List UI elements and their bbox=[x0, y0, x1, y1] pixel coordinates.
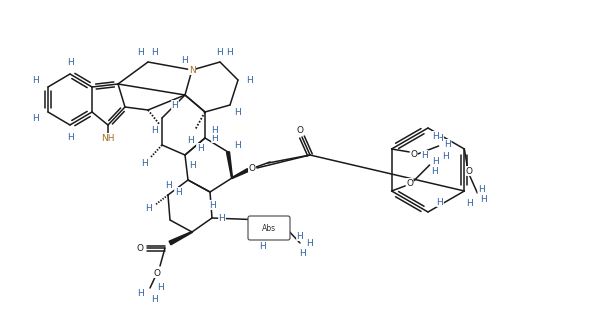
Text: H: H bbox=[197, 143, 204, 152]
Text: H: H bbox=[260, 242, 266, 251]
Text: H: H bbox=[152, 126, 159, 134]
Text: H: H bbox=[431, 166, 438, 175]
Text: H: H bbox=[216, 47, 223, 57]
Text: H: H bbox=[186, 136, 193, 144]
Text: H: H bbox=[66, 57, 73, 67]
Text: H: H bbox=[189, 161, 196, 170]
Polygon shape bbox=[226, 152, 232, 178]
Text: H: H bbox=[296, 232, 303, 241]
Text: H: H bbox=[66, 132, 73, 141]
Polygon shape bbox=[232, 169, 248, 178]
FancyBboxPatch shape bbox=[248, 216, 290, 240]
Text: H: H bbox=[212, 126, 218, 134]
Text: O: O bbox=[406, 179, 413, 187]
Text: H: H bbox=[152, 296, 159, 305]
Text: H: H bbox=[466, 199, 473, 207]
Text: H: H bbox=[181, 56, 188, 65]
Text: H: H bbox=[172, 100, 178, 109]
Text: H: H bbox=[175, 187, 181, 196]
Text: H: H bbox=[137, 47, 143, 57]
Text: H: H bbox=[208, 201, 215, 210]
Text: H: H bbox=[307, 238, 314, 247]
Text: Abs: Abs bbox=[262, 224, 276, 233]
Text: H: H bbox=[432, 157, 439, 165]
Text: H: H bbox=[152, 47, 159, 57]
Text: H: H bbox=[480, 194, 486, 203]
Text: H: H bbox=[141, 159, 148, 168]
Text: O: O bbox=[137, 244, 143, 253]
Text: H: H bbox=[442, 151, 449, 161]
Text: H: H bbox=[226, 47, 233, 57]
Text: H: H bbox=[218, 214, 225, 223]
Polygon shape bbox=[169, 232, 192, 245]
Text: H: H bbox=[157, 284, 164, 293]
Text: H: H bbox=[235, 141, 241, 150]
Text: H: H bbox=[137, 288, 143, 297]
Text: H: H bbox=[235, 108, 241, 117]
Text: H: H bbox=[437, 133, 443, 142]
Text: H: H bbox=[31, 76, 38, 85]
Text: O: O bbox=[466, 166, 473, 175]
Text: H: H bbox=[31, 113, 38, 122]
Text: H: H bbox=[444, 140, 451, 149]
Text: H: H bbox=[247, 76, 253, 85]
Text: H: H bbox=[432, 131, 439, 141]
Text: H: H bbox=[437, 197, 443, 206]
Text: O: O bbox=[248, 163, 255, 172]
Text: H: H bbox=[212, 133, 218, 142]
Text: H: H bbox=[145, 203, 151, 213]
Text: NH: NH bbox=[101, 133, 115, 142]
Text: H: H bbox=[300, 248, 306, 257]
Text: O: O bbox=[410, 150, 417, 159]
Text: O: O bbox=[154, 268, 161, 277]
Text: H: H bbox=[478, 184, 485, 193]
Text: H: H bbox=[165, 181, 172, 190]
Text: N: N bbox=[189, 66, 196, 75]
Text: H: H bbox=[421, 151, 428, 160]
Text: O: O bbox=[296, 126, 303, 134]
